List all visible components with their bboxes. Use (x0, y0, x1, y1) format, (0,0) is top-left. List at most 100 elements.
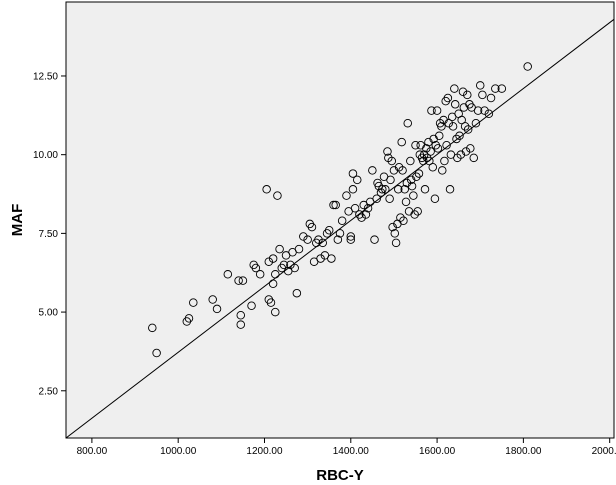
data-point (437, 122, 446, 131)
data-point (475, 81, 485, 90)
data-point (212, 304, 222, 314)
data-point (292, 288, 302, 298)
data-point (390, 229, 400, 238)
data-point (290, 263, 299, 273)
data-point (148, 323, 157, 333)
y-axis-title: MAF (9, 204, 26, 237)
data-point (361, 210, 371, 219)
data-point (452, 134, 461, 144)
data-point (407, 181, 417, 191)
data-point (491, 84, 500, 93)
data-point (427, 106, 436, 115)
data-point (444, 118, 453, 128)
data-point (428, 163, 438, 172)
data-point (299, 232, 308, 241)
data-point (424, 137, 433, 147)
data-point (381, 185, 390, 194)
data-point (342, 191, 351, 200)
data-point (396, 213, 405, 222)
data-point (333, 235, 343, 244)
data-point (234, 276, 243, 285)
data-point (420, 185, 430, 194)
data-point (391, 238, 401, 248)
data-point (456, 150, 466, 159)
data-point (389, 166, 399, 175)
data-point (450, 84, 459, 93)
data-point (348, 185, 358, 194)
data-point (303, 235, 312, 244)
data-point (294, 244, 304, 254)
data-point (368, 166, 377, 175)
data-point (478, 90, 487, 100)
y-tick-label: 2.50 (39, 386, 59, 397)
data-point (480, 106, 489, 115)
data-point (403, 118, 412, 128)
data-point (388, 222, 397, 232)
data-point (440, 156, 449, 166)
data-point (383, 147, 392, 156)
data-point (357, 213, 366, 222)
data-point (409, 191, 418, 200)
data-point (432, 106, 442, 115)
data-point (463, 90, 472, 100)
data-point (329, 200, 338, 210)
data-point (406, 156, 415, 166)
x-axis: 800.00 1000.00 1200.00 1400.00 1600.00 1800.0… (77, 438, 616, 457)
data-point (406, 175, 416, 185)
data-point (251, 263, 261, 273)
data-point (262, 185, 271, 194)
x-axis-title: RBC-Y (316, 467, 364, 484)
data-point (331, 200, 340, 210)
data-point (346, 232, 356, 241)
data-point (324, 225, 334, 235)
data-point (271, 270, 280, 279)
data-point (378, 185, 387, 194)
data-point (372, 194, 381, 204)
data-point (448, 122, 458, 131)
data-point (397, 137, 406, 147)
data-point (335, 229, 345, 238)
data-point (461, 147, 471, 156)
y-tick-label: 7.50 (39, 229, 59, 240)
data-point (434, 131, 444, 141)
data-point (497, 84, 507, 93)
fit-line (66, 18, 614, 438)
data-point (410, 210, 419, 219)
x-tick-label: 1600.00 (419, 446, 456, 457)
x-tick-label: 1000.00 (160, 446, 197, 457)
data-point (271, 307, 280, 317)
data-point (412, 172, 421, 181)
data-point (399, 216, 408, 226)
data-point (414, 169, 424, 178)
data-point (264, 257, 274, 266)
data-point (401, 197, 411, 207)
data-point (152, 348, 161, 358)
data-point (353, 175, 362, 185)
data-point (236, 320, 246, 329)
data-point (443, 93, 453, 103)
data-point (268, 254, 278, 263)
data-point (268, 279, 278, 288)
data-point (450, 100, 460, 109)
data-point (266, 298, 276, 307)
data-point (184, 314, 194, 323)
data-point (386, 175, 395, 185)
data-point (394, 185, 403, 194)
data-point (411, 140, 420, 150)
data-point (466, 144, 475, 153)
data-point (426, 147, 435, 156)
data-point (460, 122, 470, 131)
data-point (348, 169, 358, 178)
data-point (471, 118, 481, 128)
data-point (363, 203, 373, 213)
data-point (286, 260, 295, 270)
x-tick-label: 1400.00 (333, 446, 370, 457)
data-point (473, 106, 483, 115)
data-point (337, 216, 347, 226)
data-point (486, 93, 496, 103)
y-tick-label: 5.00 (39, 308, 59, 319)
data-point (400, 185, 409, 194)
y-tick-label: 12.50 (33, 71, 58, 82)
data-point (223, 270, 233, 279)
data-point (433, 144, 443, 153)
